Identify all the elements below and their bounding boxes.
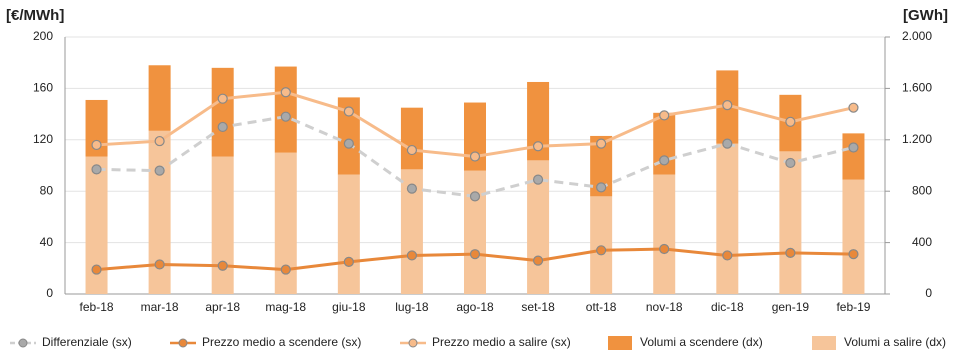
marker (785, 157, 796, 169)
marker (91, 264, 102, 275)
marker (217, 93, 228, 104)
marker (343, 106, 354, 117)
bar (148, 65, 171, 131)
marker (596, 138, 607, 149)
marker (596, 182, 607, 193)
bar (211, 156, 234, 294)
bar (779, 151, 802, 294)
legend-swatch (608, 336, 632, 350)
bar (85, 156, 108, 294)
marker (659, 155, 670, 166)
marker (217, 121, 228, 133)
bar (148, 130, 171, 294)
y2-tick-label: 2.000 (902, 29, 932, 43)
bar (653, 174, 676, 294)
bar (590, 196, 613, 294)
marker (659, 243, 670, 255)
bar (590, 135, 613, 197)
x-tick-label: giu-18 (332, 300, 366, 314)
marker (406, 250, 418, 261)
bar (842, 179, 865, 294)
bar (527, 81, 550, 161)
bar (85, 99, 108, 157)
marker (154, 135, 165, 147)
marker (469, 191, 481, 202)
y-tick-label: 0 (46, 286, 53, 300)
x-tick-label: nov-18 (646, 300, 683, 314)
x-tick-label: feb-18 (80, 300, 114, 314)
bar (400, 107, 423, 170)
marker (280, 111, 291, 122)
bar (464, 102, 486, 171)
marker (280, 264, 291, 275)
marker (343, 256, 354, 267)
y2-axis-title: [GWh] (903, 7, 948, 24)
legend-swatch (178, 338, 188, 348)
marker (280, 87, 291, 98)
bar (337, 97, 360, 175)
marker (91, 164, 102, 175)
legend-label: Prezzo medio a salire (sx) (432, 335, 571, 349)
y-tick-label: 80 (40, 183, 54, 197)
marker (596, 245, 607, 256)
legend-label: Prezzo medio a scendere (sx) (202, 335, 361, 349)
x-tick-label: lug-18 (395, 300, 429, 314)
marker (154, 259, 165, 270)
marker (659, 110, 670, 121)
marker (217, 260, 228, 271)
x-tick-label: ott-18 (586, 300, 617, 314)
y2-tick-label: 1.200 (902, 132, 932, 146)
y-tick-label: 120 (33, 132, 53, 146)
y2-tick-label: 0 (925, 286, 932, 300)
bar (400, 169, 423, 294)
y2-tick-label: 800 (912, 183, 932, 197)
marker (722, 138, 733, 149)
x-tick-label: dic-18 (711, 300, 744, 314)
marker (722, 250, 733, 261)
y2-tick-label: 400 (912, 235, 932, 249)
marker (722, 100, 733, 111)
y-axis-title: [€/MWh] (6, 7, 64, 24)
bar (464, 170, 486, 294)
marker (532, 141, 544, 152)
x-tick-label: mar-18 (141, 300, 179, 314)
legend-label: Volumi a salire (dx) (844, 335, 946, 349)
bar (716, 143, 739, 294)
y2-tick-label: 1.600 (902, 81, 932, 95)
x-tick-label: gen-19 (772, 300, 810, 314)
x-tick-label: set-18 (521, 300, 555, 314)
legend-swatch (408, 338, 418, 348)
x-tick-label: mag-18 (265, 300, 306, 314)
bar (337, 174, 360, 294)
marker (469, 151, 481, 162)
marker (406, 183, 418, 194)
x-tick-label: feb-19 (836, 300, 870, 314)
marker (406, 144, 418, 156)
marker (785, 247, 796, 258)
marker (469, 249, 481, 260)
legend-label: Differenziale (sx) (42, 335, 132, 349)
x-tick-label: ago-18 (456, 300, 494, 314)
marker (343, 138, 354, 149)
marker (154, 165, 165, 176)
bar (274, 66, 297, 153)
marker (848, 142, 859, 153)
x-tick-label: apr-18 (205, 300, 240, 314)
marker (848, 249, 859, 260)
legend-swatch (812, 336, 836, 350)
y-tick-label: 160 (33, 81, 53, 95)
y-tick-label: 200 (33, 29, 53, 43)
bar (842, 133, 865, 180)
legend-label: Volumi a scendere (dx) (640, 335, 763, 349)
marker (785, 116, 796, 127)
marker (848, 102, 859, 113)
marker (532, 174, 544, 185)
bar (274, 152, 297, 294)
y-tick-label: 40 (40, 235, 54, 249)
legend-swatch (18, 338, 28, 348)
bar (211, 67, 234, 157)
marker (532, 255, 544, 266)
marker (91, 139, 102, 151)
